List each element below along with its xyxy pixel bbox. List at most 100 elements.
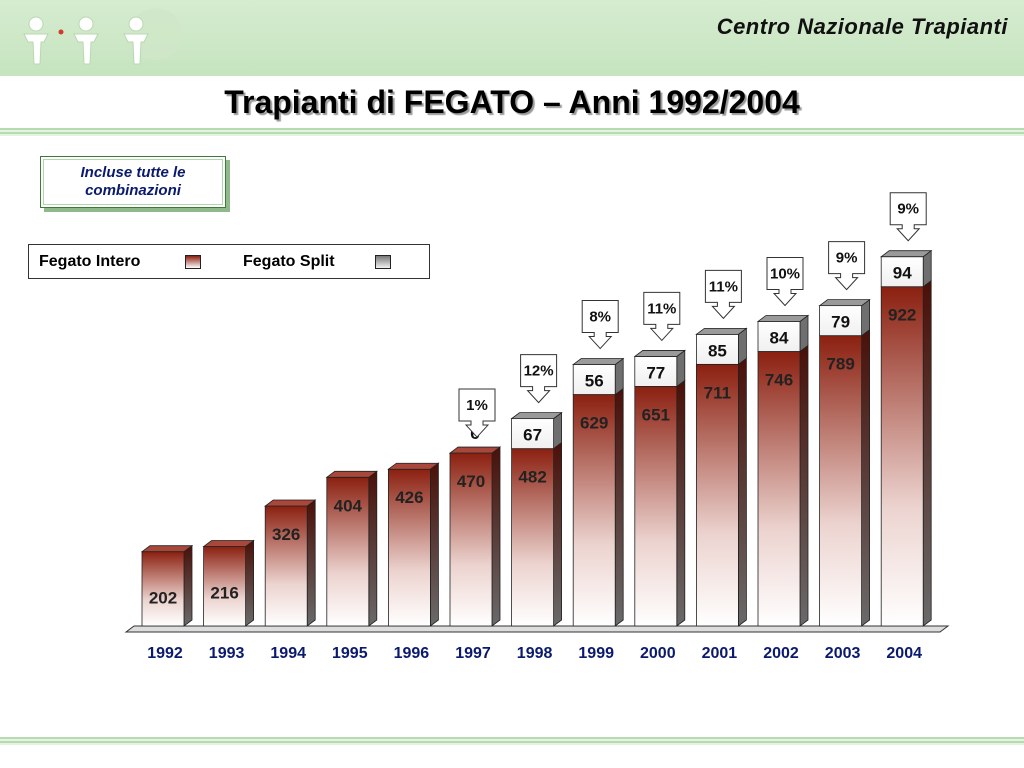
- split-percent-label: 11%: [647, 300, 676, 317]
- split-value-label: 77: [646, 363, 665, 382]
- intero-value-label: 202: [149, 589, 177, 608]
- legend-label-intero: Fegato Intero: [39, 253, 141, 270]
- bar-intero-1995: [326, 476, 370, 627]
- bar-top-face: [325, 470, 378, 478]
- bar-top-face: [202, 540, 255, 547]
- percent-callout-arrow: [828, 241, 866, 291]
- intero-value-label: 482: [518, 468, 546, 487]
- note-box: Incluse tutte le combinazioni: [40, 156, 226, 208]
- bar-top-face: [572, 358, 625, 365]
- organization-name: Centro Nazionale Trapianti: [716, 14, 1008, 39]
- bar-intero-1999: [572, 394, 616, 627]
- split-percent-label: 12%: [524, 363, 554, 380]
- bar-intero-side: [429, 462, 439, 627]
- x-tick-label: 1994: [270, 645, 306, 662]
- bar-intero-side: [676, 379, 686, 627]
- bar-intero-2003: [819, 335, 862, 627]
- bar-group-2004: 94 922 2004 9%: [880, 192, 933, 662]
- split-value-label: 56: [585, 372, 604, 391]
- bar-intero-1996: [387, 468, 431, 627]
- split-value-label: 94: [893, 264, 912, 283]
- bar-intero-side: [491, 446, 501, 627]
- chart-floor: [124, 625, 950, 633]
- split-percent-label: 9%: [836, 250, 858, 267]
- x-tick-label: 1999: [578, 645, 614, 662]
- bar-top-face: [387, 462, 440, 470]
- bar-group-1996: 426 1996: [387, 462, 440, 662]
- bar-group-1998: 67 482 1998 12%: [510, 354, 563, 662]
- x-tick-label: 1998: [517, 645, 553, 662]
- split-percent-label: 9%: [897, 201, 919, 218]
- x-tick-label: 1996: [394, 645, 430, 662]
- bar-intero-side: [614, 387, 624, 627]
- bar-top-face: [695, 327, 748, 335]
- bar-intero-side: [553, 441, 562, 627]
- bar-intero-1992: [141, 551, 185, 627]
- intero-value-label: 746: [765, 370, 793, 389]
- divider-bottom: [0, 737, 1024, 745]
- x-tick-label: 2004: [886, 645, 922, 662]
- bar-group-2001: 85 711 2001 11%: [695, 269, 748, 662]
- bar-intero-1998: [511, 448, 555, 627]
- bar-group-2002: 84 746 2002 10%: [756, 256, 810, 662]
- bar-intero-1994: [264, 505, 308, 627]
- split-value-label: 79: [831, 313, 850, 332]
- percent-callout-arrow: [889, 192, 927, 242]
- intero-value-label: 470: [457, 472, 485, 491]
- divider-top: [0, 128, 1024, 136]
- split-percent-label: 11%: [709, 278, 738, 295]
- intero-value-label: 922: [888, 306, 916, 325]
- bar-split-2000: [634, 356, 678, 387]
- bar-intero-2004: [880, 286, 924, 627]
- bar-top-face: [264, 499, 317, 507]
- bar-top-face: [510, 412, 563, 420]
- bar-intero-side: [183, 544, 193, 627]
- intero-value-label: 216: [210, 584, 238, 603]
- x-tick-label: 2002: [763, 645, 799, 662]
- x-tick-label: 1997: [455, 645, 491, 662]
- bar-top-face: [633, 350, 686, 357]
- bar-split-1998: [511, 418, 555, 450]
- header-band: Centro Nazionale Trapianti: [0, 0, 1024, 76]
- bar-intero-side: [245, 539, 255, 627]
- bar-top-face: [140, 545, 194, 553]
- bar-intero-1993: [203, 546, 247, 627]
- split-value-label: 67: [523, 426, 542, 445]
- legend-swatch-split: [375, 255, 391, 269]
- x-tick-label: 2000: [640, 645, 676, 662]
- x-tick-label: 1993: [209, 645, 245, 662]
- x-tick-label: 1992: [147, 645, 183, 662]
- page-title: Trapianti di FEGATO – Anni 1992/2004: [224, 84, 800, 120]
- intero-value-label: 404: [334, 496, 363, 515]
- chart-legend: Fegato Intero Fegato Split: [28, 244, 430, 279]
- bar-group-1995: 404 1995: [325, 470, 378, 662]
- bar-group-1994: 326 1994: [264, 499, 317, 662]
- percent-callout-arrow: [766, 256, 804, 307]
- intero-value-label: 426: [395, 488, 423, 507]
- bar-group-1999: 56 629 1999 8%: [572, 300, 625, 662]
- bar-intero-side: [368, 470, 378, 627]
- percent-callout-arrow: [458, 388, 496, 438]
- bar-intero-2001: [696, 363, 739, 627]
- split-value-label: 84: [770, 328, 789, 347]
- bar-intero-side: [738, 357, 747, 627]
- bar-group-2000: 77 651 2000 11%: [633, 291, 686, 662]
- bar-top-face: [756, 315, 810, 322]
- bar-intero-1997: [449, 452, 493, 627]
- bar-intero-side: [861, 328, 870, 627]
- bar-intero-side: [799, 344, 809, 627]
- bar-intero-side: [922, 279, 932, 627]
- bar-top-face: [880, 250, 933, 258]
- split-percent-label: 1%: [466, 397, 488, 414]
- legend-label-split: Fegato Split: [243, 253, 335, 270]
- intero-value-label: 326: [272, 525, 300, 544]
- bar-split-2002: [757, 321, 801, 352]
- bar-split-2001: [696, 333, 739, 365]
- intero-value-label: 651: [642, 405, 670, 424]
- bar-top-face: [448, 446, 502, 454]
- bar-group-2003: 79 789 2003 9%: [818, 241, 871, 662]
- intero-value-label: 629: [580, 414, 608, 433]
- split-percent-label: 8%: [589, 309, 611, 326]
- x-tick-label: 2003: [825, 645, 861, 662]
